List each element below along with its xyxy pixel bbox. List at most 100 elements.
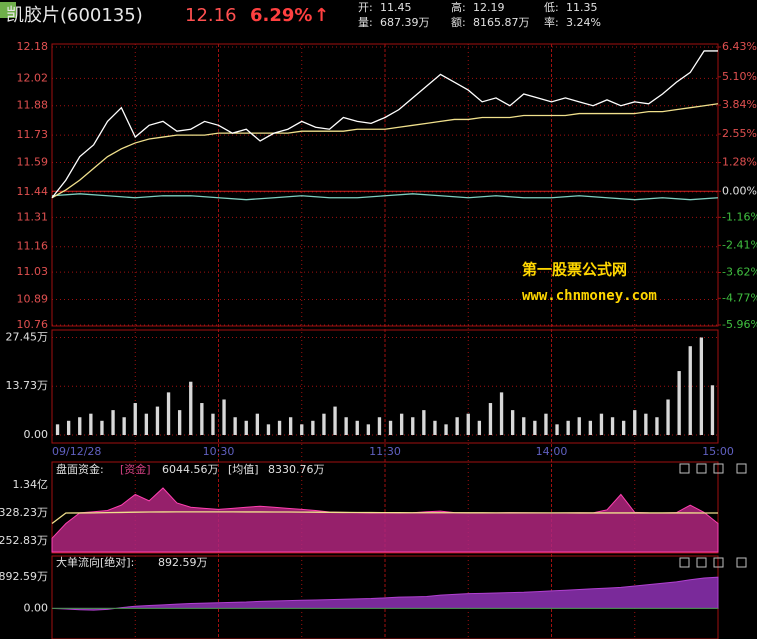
x-tick-label: 09/12/28 xyxy=(52,445,101,458)
volume-bar xyxy=(488,403,493,435)
volume-bar xyxy=(166,392,171,435)
volume-bar xyxy=(300,424,304,435)
volume-bar xyxy=(55,424,60,435)
y-tick-label: 892.59万 xyxy=(0,570,48,583)
mean-line xyxy=(51,511,719,525)
volume-bar xyxy=(277,420,282,435)
volume-bar xyxy=(333,406,337,435)
volume-bar xyxy=(111,410,115,435)
volume-bar xyxy=(688,346,692,435)
volume-bar xyxy=(677,371,681,435)
volume-bar xyxy=(78,417,82,435)
info-label: 高: xyxy=(451,0,466,14)
panel-button xyxy=(736,463,747,474)
panel-button xyxy=(696,463,707,474)
volume-bar xyxy=(355,420,359,435)
volume-bar xyxy=(455,417,459,435)
legend-value: 8330.76万 xyxy=(268,463,325,476)
volume-bar xyxy=(710,385,715,435)
y-tick-label: -5.96% xyxy=(722,318,757,331)
stock-name: 凯胶片(600135) xyxy=(6,5,143,26)
y-tick-label: 0.00% xyxy=(722,184,757,197)
volume-bar xyxy=(477,420,482,435)
volume-bar xyxy=(155,406,160,435)
volume-bar xyxy=(422,410,426,435)
panel-title: 盘面资金: xyxy=(56,462,104,476)
volume-bar xyxy=(444,424,448,435)
y-tick-label: 3.84% xyxy=(722,98,757,111)
panel-button xyxy=(696,557,707,568)
y-tick-label: -3.62% xyxy=(722,265,757,278)
app-icon xyxy=(0,2,16,18)
volume-bar xyxy=(699,337,704,435)
volume-bar xyxy=(588,420,593,435)
volume-bar xyxy=(266,424,271,435)
plot: 12.18 12.02 11.88 11.73 11.59 11.44 11.31 11.16… xyxy=(0,40,757,639)
y-tick-label: 13.73万 xyxy=(6,379,49,392)
y-tick-label: -2.41% xyxy=(722,238,757,251)
y-tick-label: 11.16 xyxy=(17,240,49,253)
y-tick-label: 12.18 xyxy=(17,40,49,53)
volume-bar xyxy=(377,417,382,435)
x-tick-label: 15:00 xyxy=(702,445,734,458)
arrow: ↑ xyxy=(314,5,329,26)
y-tick-label: 11.59 xyxy=(17,156,49,169)
indicator-line xyxy=(51,193,719,201)
volume-bar xyxy=(599,413,604,435)
y-tick-label: 0.00 xyxy=(24,601,49,614)
volume-bar xyxy=(288,417,293,435)
volume-bar xyxy=(566,420,570,435)
y-tick-label: 11.88 xyxy=(17,99,49,112)
y-tick-label: 11.31 xyxy=(17,210,49,223)
info-value: 687.39万 xyxy=(380,16,430,29)
volume-bar xyxy=(311,420,315,435)
volume-bar xyxy=(544,413,548,435)
average-line xyxy=(51,103,719,199)
y-tick-label: 1.28% xyxy=(722,156,757,169)
info-label: 开: xyxy=(358,1,373,14)
x-tick-label: 11:30 xyxy=(369,445,401,458)
info-value: 3.24% xyxy=(566,16,601,29)
y-tick-label: 328.23万 xyxy=(0,506,48,519)
volume-bar xyxy=(666,399,670,435)
price-line xyxy=(51,50,718,199)
legend-value: 892.59万 xyxy=(158,556,208,569)
volume-bar xyxy=(499,392,504,435)
volume-bar xyxy=(411,417,415,435)
volume-bar xyxy=(610,417,615,435)
volume-bar xyxy=(388,420,393,435)
watermark-title: 第一股票公式网 xyxy=(522,261,627,279)
volume-bar xyxy=(577,417,581,435)
volume-bar xyxy=(177,410,182,435)
volume-bar xyxy=(522,417,526,435)
y-tick-label: 11.03 xyxy=(17,265,49,278)
y-tick-label: 10.76 xyxy=(17,318,49,331)
price: 12.16 xyxy=(185,5,237,26)
y-tick-label: 10.89 xyxy=(17,293,49,306)
info-label: 量: xyxy=(358,16,373,29)
volume-bar xyxy=(621,420,626,435)
volume-bar xyxy=(433,420,437,435)
x-tick-label: 14:00 xyxy=(536,445,568,458)
info-value: 11.45 xyxy=(380,1,412,14)
volume-bar xyxy=(510,410,515,435)
volume-bar xyxy=(633,410,637,435)
info-value: 8165.87万 xyxy=(473,16,530,29)
volume-bar xyxy=(366,424,371,435)
y-tick-label: 27.45万 xyxy=(6,331,49,344)
volume-bar xyxy=(222,399,226,435)
volume-bar xyxy=(555,424,559,435)
info-value: 12.19 xyxy=(473,1,505,14)
y-tick-label: -1.16% xyxy=(722,210,757,223)
info-label: 额: xyxy=(451,16,466,29)
info-label: 率: xyxy=(544,15,559,29)
volume-bar xyxy=(189,381,193,435)
volume-bar xyxy=(655,417,659,435)
volume-bar xyxy=(133,403,137,435)
volume-bar xyxy=(144,413,149,435)
volume-bar xyxy=(211,413,215,435)
volume-bar xyxy=(233,417,237,435)
volume-bar xyxy=(644,413,648,435)
volume-bar xyxy=(255,413,260,435)
